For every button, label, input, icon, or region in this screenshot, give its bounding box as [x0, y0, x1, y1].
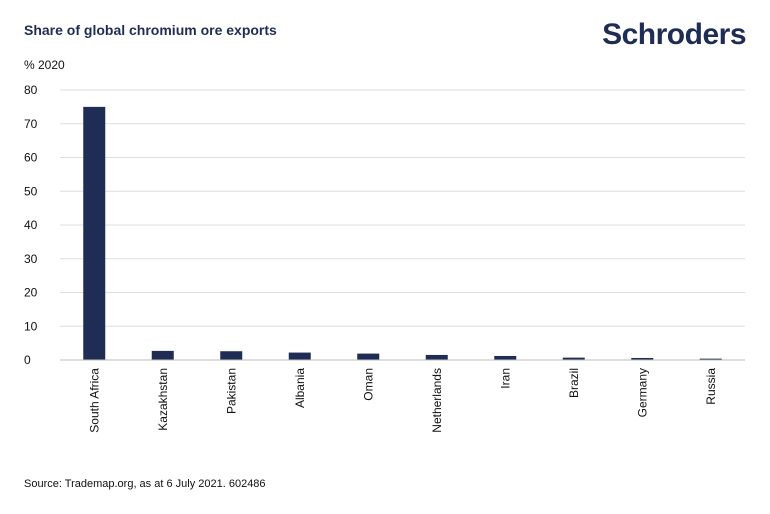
y-axis-ticks: 0 10 20 30 40 50 60 70 80 — [24, 83, 38, 367]
x-axis-category-labels: South Africa Kazakhstan Pakistan Albania Oma… — [87, 368, 718, 433]
x-category-label: Germany — [635, 368, 649, 417]
y-tick-label: 10 — [24, 319, 38, 333]
bar-germany — [631, 357, 654, 360]
y-tick-label: 80 — [24, 83, 38, 97]
schroders-logo: Schroders — [602, 18, 746, 51]
gridlines — [60, 89, 745, 327]
chart-title: Share of global chromium ore exports — [24, 22, 277, 38]
bar-iran — [494, 355, 517, 360]
bar-oman — [357, 353, 380, 360]
bar-brazil — [562, 357, 585, 360]
x-category-label: South Africa — [87, 368, 101, 433]
y-tick-label: 0 — [24, 353, 31, 367]
x-category-label: Oman — [361, 368, 375, 401]
bar-netherlands — [425, 354, 448, 360]
bar-south-africa — [83, 106, 106, 360]
y-tick-label: 50 — [24, 184, 38, 198]
x-category-label: Pakistan — [224, 368, 238, 414]
x-category-label: Netherlands — [430, 368, 444, 433]
x-category-label: Kazakhstan — [156, 368, 170, 431]
source-note: Source: Trademap.org, as at 6 July 2021.… — [24, 478, 266, 490]
y-tick-label: 70 — [24, 117, 38, 131]
bar-pakistan — [220, 351, 243, 360]
y-axis-unit-label: % 2020 — [24, 58, 65, 72]
x-category-label: Brazil — [567, 368, 581, 398]
bar-kazakhstan — [151, 350, 174, 360]
bars — [83, 106, 722, 360]
y-tick-label: 40 — [24, 218, 38, 232]
y-tick-label: 30 — [24, 252, 38, 266]
bar-russia — [699, 358, 722, 360]
x-category-label: Russia — [704, 368, 718, 405]
bar-albania — [288, 352, 311, 360]
bar-chart: 0 10 20 30 40 50 60 70 80 South Africa Kazakhstan… — [24, 83, 745, 433]
x-category-label: Albania — [293, 368, 307, 408]
y-tick-label: 20 — [24, 286, 38, 300]
y-tick-label: 60 — [24, 151, 38, 165]
x-category-label: Iran — [498, 368, 512, 389]
